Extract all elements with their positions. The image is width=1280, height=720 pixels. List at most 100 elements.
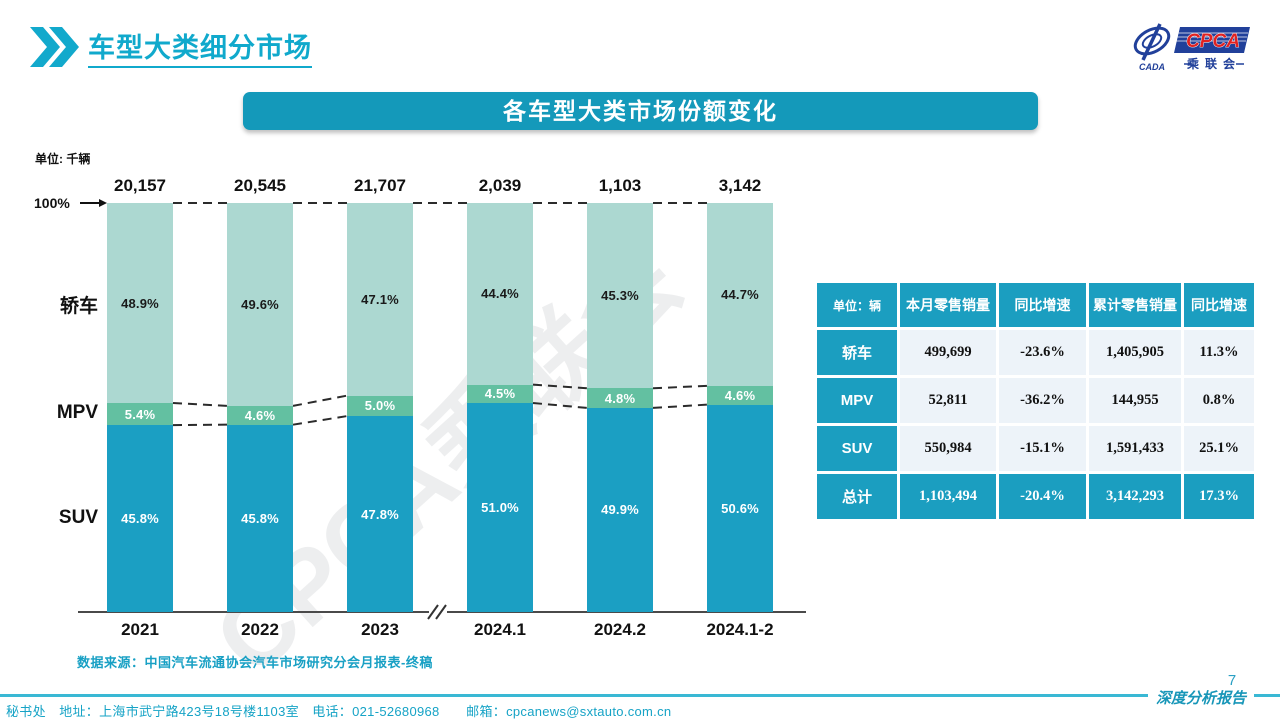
table-value-cell: -23.6% bbox=[999, 330, 1086, 375]
bar-total-label-2024.1-2: 3,142 bbox=[718, 176, 762, 195]
bar-segment-SUV-2024.1: 51.0% bbox=[467, 403, 533, 612]
table-value-cell: -15.1% bbox=[999, 426, 1086, 471]
table-value-cell: 25.1% bbox=[1184, 426, 1254, 471]
x-axis-label-2022: 2022 bbox=[241, 620, 279, 639]
segment-value-label: 44.7% bbox=[721, 286, 759, 302]
cada-text: CADA bbox=[1139, 62, 1165, 72]
bar-segment-轿车-2024.1-2: 44.7% bbox=[707, 203, 773, 386]
segment-value-label: 50.6% bbox=[721, 500, 759, 516]
segment-value-label: 51.0% bbox=[481, 499, 519, 515]
footer-divider bbox=[0, 694, 1280, 697]
segment-value-label: 5.4% bbox=[124, 406, 156, 422]
segment-value-label: 4.6% bbox=[724, 387, 756, 403]
table-value-cell: 11.3% bbox=[1184, 330, 1254, 375]
row-label: 总计 bbox=[817, 474, 897, 519]
axis-100-label: 100% bbox=[34, 195, 70, 211]
series-label-SUV: SUV bbox=[58, 506, 98, 528]
bar-segment-MPV-2024.2: 4.8% bbox=[587, 388, 653, 408]
table-value-cell: 550,984 bbox=[900, 426, 996, 471]
bar-total-label-2023: 21,707 bbox=[354, 176, 406, 195]
x-axis-label-2024.1-2: 2024.1-2 bbox=[706, 620, 774, 639]
bar-segment-MPV-2021: 5.4% bbox=[107, 403, 173, 426]
x-axis-label-2024.1: 2024.1 bbox=[474, 620, 526, 639]
table-row-MPV: MPV 52,811 -36.2% 144,955 0.8% bbox=[817, 378, 1254, 423]
bar-segment-SUV-2021: 45.8% bbox=[107, 425, 173, 612]
table-header-cell: 累计零售销量 bbox=[1089, 283, 1181, 327]
header: 车型大类细分市场 bbox=[30, 26, 312, 68]
cpca-text: CPCA bbox=[1186, 31, 1240, 52]
table-header-cell: 同比增速 bbox=[999, 283, 1086, 327]
bar-segment-MPV-2024.1-2: 4.6% bbox=[707, 385, 773, 405]
row-label: 轿车 bbox=[817, 330, 897, 375]
bar-segment-MPV-2022: 4.6% bbox=[227, 405, 293, 425]
segment-value-label: 49.6% bbox=[241, 296, 279, 312]
table-value-cell: 1,405,905 bbox=[1089, 330, 1181, 375]
table-row-SUV: SUV 550,984 -15.1% 1,591,433 25.1% bbox=[817, 426, 1254, 471]
bar-segment-轿车-2024.2: 45.3% bbox=[587, 203, 653, 389]
double-chevron-icon bbox=[30, 27, 79, 67]
chart-banner-title: 各车型大类市场份额变化 bbox=[243, 92, 1038, 130]
bar-segment-MPV-2023: 5.0% bbox=[347, 395, 413, 417]
bar-total-label-2022: 20,545 bbox=[234, 176, 286, 195]
segment-value-label: 45.3% bbox=[601, 288, 639, 304]
bar-segment-MPV-2024.1: 4.5% bbox=[467, 384, 533, 403]
row-label: MPV bbox=[817, 378, 897, 423]
table-value-cell: -20.4% bbox=[999, 474, 1086, 519]
chart-unit-label: 单位: 千辆 bbox=[35, 152, 91, 166]
series-label-MPV: MPV bbox=[56, 402, 98, 424]
segment-value-label: 47.8% bbox=[361, 506, 399, 522]
table-header-cell: 单位：辆 bbox=[817, 283, 897, 327]
table-value-cell: 3,142,293 bbox=[1089, 474, 1181, 519]
x-axis-label-2024.2: 2024.2 bbox=[594, 620, 646, 639]
row-label: SUV bbox=[817, 426, 897, 471]
x-axis-label-2023: 2023 bbox=[361, 620, 399, 639]
segment-value-label: 47.1% bbox=[361, 291, 399, 307]
bar-segment-SUV-2024.2: 49.9% bbox=[587, 407, 653, 612]
data-source-note: 数据来源：中国汽车流通协会汽车市场研究分会月报表-终稿 bbox=[77, 655, 433, 670]
bar-segment-SUV-2022: 45.8% bbox=[227, 424, 293, 612]
chenglianhui-text: 乘联会 bbox=[1186, 56, 1241, 71]
bar-segment-轿车-2022: 49.6% bbox=[227, 203, 293, 406]
bar-total-label-2024.1: 2,039 bbox=[478, 176, 522, 195]
page-title: 车型大类细分市场 bbox=[88, 26, 312, 68]
table-row-总计: 总计 1,103,494 -20.4% 3,142,293 17.3% bbox=[817, 474, 1254, 519]
table-header-row: 单位：辆 本月零售销量 同比增速 累计零售销量 同比增速 bbox=[817, 283, 1254, 327]
segment-value-label: 4.5% bbox=[484, 386, 516, 402]
segment-value-label: 4.6% bbox=[244, 407, 276, 423]
segment-value-label: 4.8% bbox=[604, 390, 636, 406]
bar-total-label-2021: 20,157 bbox=[114, 176, 166, 195]
table-value-cell: 499,699 bbox=[900, 330, 996, 375]
series-label-轿车: 轿车 bbox=[59, 296, 98, 317]
footer-contact-info: 秘书处 地址：上海市武宁路423号18号楼1103室 电话：021-526809… bbox=[6, 704, 672, 719]
segment-value-label: 45.8% bbox=[241, 510, 279, 526]
segment-value-label: 48.9% bbox=[121, 295, 159, 311]
bar-total-label-2024.2: 1,103 bbox=[598, 176, 642, 195]
segment-value-label: 5.0% bbox=[364, 398, 396, 414]
x-axis-label-2021: 2021 bbox=[121, 620, 159, 639]
table-header-cell: 本月零售销量 bbox=[900, 283, 996, 327]
table-value-cell: -36.2% bbox=[999, 378, 1086, 423]
table-row-轿车: 轿车 499,699 -23.6% 1,405,905 11.3% bbox=[817, 330, 1254, 375]
segment-value-label: 44.4% bbox=[481, 286, 519, 302]
page-number: 7 bbox=[1227, 672, 1237, 689]
table-value-cell: 52,811 bbox=[900, 378, 996, 423]
bar-segment-SUV-2024.1-2: 50.6% bbox=[707, 404, 773, 612]
report-type-label: 深度分析报告 bbox=[1148, 687, 1255, 708]
table-value-cell: 1,591,433 bbox=[1089, 426, 1181, 471]
table-header-cell: 同比增速 bbox=[1184, 283, 1254, 327]
bar-segment-轿车-2023: 47.1% bbox=[347, 203, 413, 396]
table-value-cell: 17.3% bbox=[1184, 474, 1254, 519]
segment-value-label: 45.8% bbox=[121, 511, 159, 527]
cpca-logo: CADA CPCA 乘联会 bbox=[1133, 23, 1250, 72]
bar-segment-SUV-2023: 47.8% bbox=[347, 416, 413, 612]
table-value-cell: 144,955 bbox=[1089, 378, 1181, 423]
bar-segment-轿车-2021: 48.9% bbox=[107, 203, 173, 403]
bar-segment-轿车-2024.1: 44.4% bbox=[467, 203, 533, 385]
table-value-cell: 0.8% bbox=[1184, 378, 1254, 423]
segment-value-label: 49.9% bbox=[601, 502, 639, 518]
table-value-cell: 1,103,494 bbox=[900, 474, 996, 519]
retail-stats-table: 单位：辆 本月零售销量 同比增速 累计零售销量 同比增速 轿车 499,699 -23.6%… bbox=[814, 280, 1257, 522]
